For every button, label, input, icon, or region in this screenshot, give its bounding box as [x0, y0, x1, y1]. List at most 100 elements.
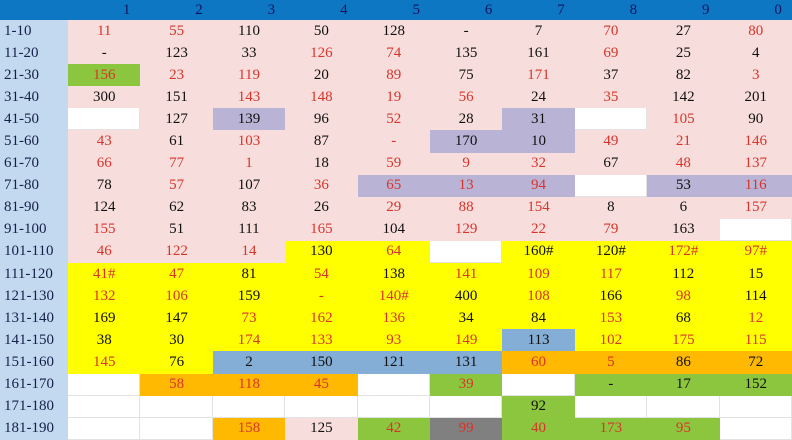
data-cell[interactable]: 32 — [502, 152, 575, 175]
data-cell[interactable]: 161 — [502, 42, 575, 65]
data-cell[interactable]: 132 — [68, 285, 141, 308]
data-cell[interactable]: 169 — [68, 307, 141, 330]
data-cell[interactable]: 104 — [357, 218, 430, 241]
data-cell[interactable]: 102 — [574, 329, 648, 352]
data-cell[interactable]: 173 — [574, 417, 648, 440]
data-cell[interactable]: 5 — [574, 351, 648, 374]
row-label[interactable]: 51-60 — [0, 130, 68, 153]
row-label[interactable]: 101-110 — [0, 240, 68, 264]
data-cell[interactable]: 33 — [212, 42, 286, 65]
data-cell[interactable]: 70 — [574, 20, 648, 43]
data-cell[interactable]: 20 — [285, 64, 358, 87]
column-header-2[interactable]: 2 — [140, 0, 213, 20]
data-cell[interactable]: 65 — [357, 174, 430, 197]
row-label[interactable]: 161-170 — [0, 373, 68, 396]
data-cell[interactable]: 140# — [357, 285, 430, 308]
data-cell[interactable]: 21 — [647, 130, 720, 153]
data-cell[interactable]: 46 — [68, 240, 141, 264]
data-cell[interactable]: 108 — [502, 285, 575, 308]
data-cell[interactable]: 154 — [502, 196, 575, 219]
data-cell[interactable]: 54 — [285, 263, 358, 286]
row-label[interactable]: 181-190 — [0, 417, 68, 440]
data-cell[interactable] — [719, 218, 792, 241]
data-cell[interactable]: 49 — [574, 130, 648, 153]
data-cell[interactable]: 131 — [429, 351, 503, 374]
data-cell[interactable]: 106 — [140, 285, 213, 308]
data-cell[interactable]: 29 — [357, 196, 430, 219]
data-cell[interactable]: 95 — [647, 417, 720, 440]
data-cell[interactable]: 151 — [140, 86, 213, 109]
data-cell[interactable] — [429, 240, 503, 264]
data-cell[interactable]: 113 — [502, 329, 575, 352]
row-label[interactable]: 171-180 — [0, 395, 68, 418]
data-cell[interactable] — [68, 108, 141, 131]
data-cell[interactable] — [68, 373, 141, 396]
data-cell[interactable]: 126 — [285, 42, 358, 65]
data-cell[interactable]: - — [68, 42, 141, 65]
data-cell[interactable]: 99 — [429, 417, 503, 440]
row-label[interactable]: 11-20 — [0, 42, 68, 65]
data-cell[interactable]: 137 — [719, 152, 792, 175]
data-cell[interactable]: 139 — [212, 108, 286, 131]
data-cell[interactable]: 35 — [574, 86, 648, 109]
row-label[interactable]: 141-150 — [0, 329, 68, 352]
data-cell[interactable]: 23 — [140, 64, 213, 87]
data-cell[interactable] — [719, 395, 792, 418]
data-cell[interactable] — [574, 108, 648, 131]
data-cell[interactable]: 130 — [285, 240, 358, 264]
data-cell[interactable]: 58 — [140, 373, 213, 396]
data-cell[interactable]: 56 — [429, 86, 503, 109]
data-cell[interactable]: 116 — [719, 174, 792, 197]
data-cell[interactable] — [140, 395, 213, 418]
data-cell[interactable]: 3 — [719, 64, 792, 87]
data-cell[interactable] — [285, 395, 358, 418]
data-cell[interactable]: 55 — [140, 20, 213, 43]
data-cell[interactable]: - — [429, 20, 503, 43]
data-cell[interactable]: 156 — [68, 64, 141, 87]
data-cell[interactable]: 136 — [357, 307, 430, 330]
data-cell[interactable]: 119 — [212, 64, 286, 87]
data-cell[interactable]: 83 — [212, 196, 286, 219]
data-cell[interactable]: 159 — [212, 285, 286, 308]
data-cell[interactable]: 300 — [68, 86, 141, 109]
data-cell[interactable]: 166 — [574, 285, 648, 308]
data-cell[interactable]: 7 — [502, 20, 575, 43]
data-cell[interactable]: 92 — [502, 395, 575, 418]
data-cell[interactable]: 40 — [502, 417, 575, 440]
data-cell[interactable]: 48 — [647, 152, 720, 175]
data-cell[interactable]: 13 — [429, 174, 503, 197]
data-cell[interactable]: 148 — [285, 86, 358, 109]
row-label[interactable]: 81-90 — [0, 196, 68, 219]
data-cell[interactable]: 12 — [719, 307, 792, 330]
data-cell[interactable]: 125 — [285, 417, 358, 440]
data-cell[interactable] — [574, 174, 648, 197]
data-cell[interactable]: 25 — [647, 42, 720, 65]
row-label[interactable]: 111-120 — [0, 263, 68, 286]
data-cell[interactable]: 26 — [285, 196, 358, 219]
data-cell[interactable]: - — [357, 130, 430, 153]
data-cell[interactable]: 98 — [647, 285, 720, 308]
data-cell[interactable]: 78 — [68, 174, 141, 197]
data-cell[interactable]: 89 — [357, 64, 430, 87]
data-cell[interactable]: 30 — [140, 329, 213, 352]
data-cell[interactable]: 38 — [68, 329, 141, 352]
data-cell[interactable]: 149 — [429, 329, 503, 352]
data-cell[interactable]: 163 — [647, 218, 720, 241]
data-cell[interactable]: 2 — [212, 351, 286, 374]
data-cell[interactable]: 34 — [429, 307, 503, 330]
data-cell[interactable]: 96 — [285, 108, 358, 131]
data-cell[interactable]: 43 — [68, 130, 141, 153]
data-cell[interactable]: 129 — [429, 218, 503, 241]
data-cell[interactable]: 162 — [285, 307, 358, 330]
data-cell[interactable]: 67 — [574, 152, 648, 175]
data-cell[interactable]: 146 — [719, 130, 792, 153]
row-label[interactable]: 61-70 — [0, 152, 68, 175]
data-cell[interactable]: 88 — [429, 196, 503, 219]
data-cell[interactable] — [429, 395, 503, 418]
data-cell[interactable]: 37 — [574, 64, 648, 87]
data-cell[interactable]: 93 — [357, 329, 430, 352]
data-cell[interactable]: - — [285, 285, 358, 308]
row-label[interactable]: 41-50 — [0, 108, 68, 131]
data-cell[interactable]: 22 — [502, 218, 575, 241]
data-cell[interactable]: 127 — [140, 108, 213, 131]
